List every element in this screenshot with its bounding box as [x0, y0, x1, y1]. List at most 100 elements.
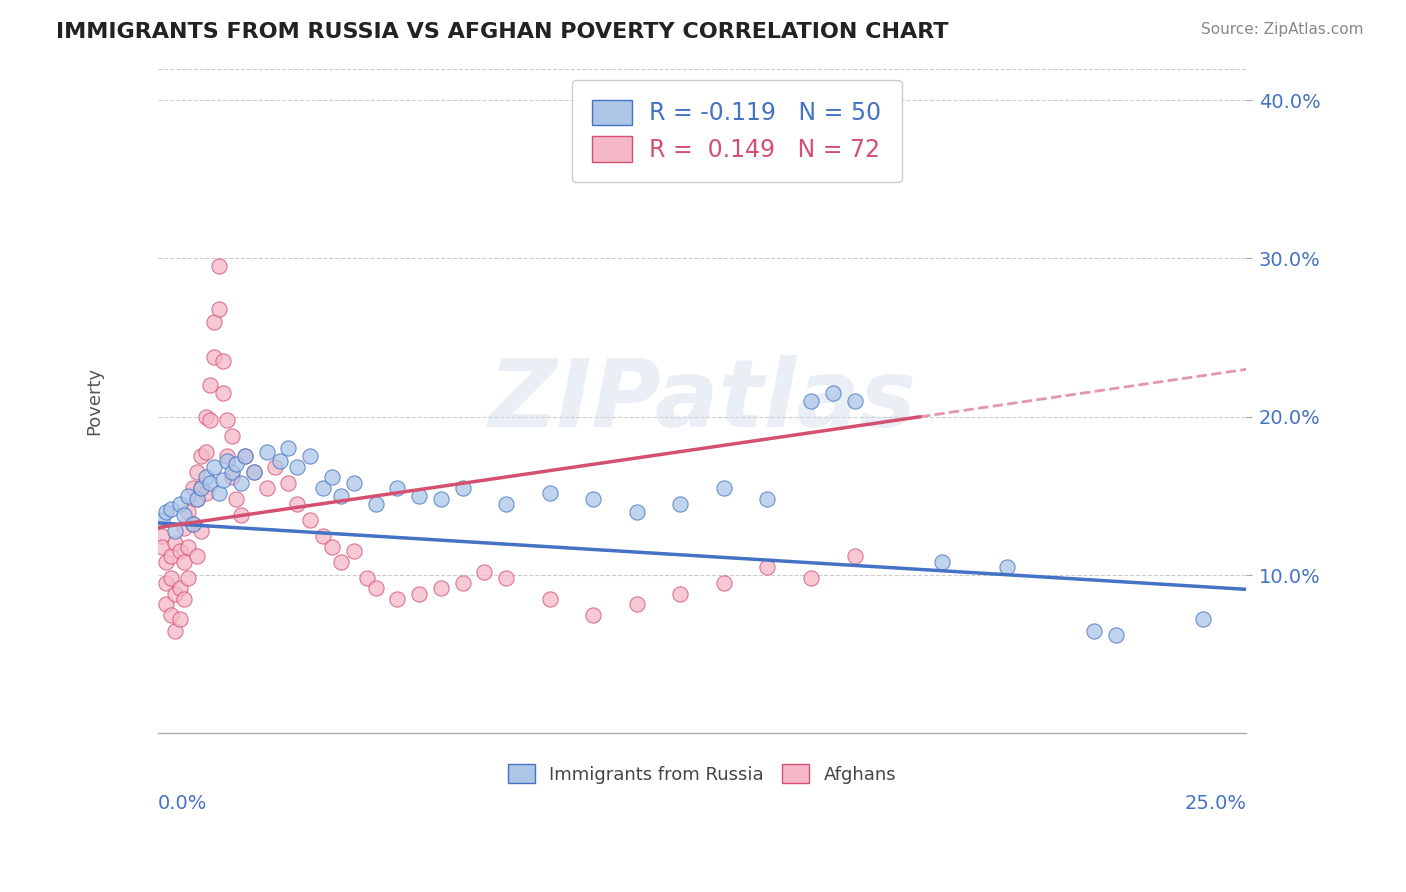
Point: [186, 549, 208, 563]
Point: [756, 560, 779, 574]
Legend: Immigrants from Russia, Afghans: Immigrants from Russia, Afghans: [501, 757, 904, 791]
Point: [177, 540, 200, 554]
Point: [190, 481, 212, 495]
Point: [995, 560, 1018, 574]
Point: [285, 460, 308, 475]
Point: [208, 260, 231, 274]
Point: [155, 505, 177, 519]
Point: [202, 315, 225, 329]
Point: [626, 597, 648, 611]
Point: [217, 454, 239, 468]
Point: [343, 544, 366, 558]
Point: [451, 576, 474, 591]
Point: [669, 497, 692, 511]
Point: [800, 571, 823, 585]
Point: [155, 597, 177, 611]
Point: [387, 481, 409, 495]
Point: [190, 450, 212, 464]
Text: Poverty: Poverty: [86, 367, 104, 435]
Point: [198, 378, 221, 392]
Point: [202, 460, 225, 475]
Point: [186, 492, 208, 507]
Point: [364, 497, 387, 511]
Point: [173, 520, 195, 534]
Point: [169, 544, 191, 558]
Point: [387, 591, 409, 606]
Point: [212, 386, 235, 401]
Point: [169, 581, 191, 595]
Point: [582, 492, 605, 507]
Point: [474, 565, 496, 579]
Point: [408, 489, 430, 503]
Point: [229, 476, 252, 491]
Point: [150, 528, 173, 542]
Point: [277, 476, 299, 491]
Text: 25.0%: 25.0%: [1184, 794, 1247, 813]
Point: [181, 517, 204, 532]
Point: [190, 481, 212, 495]
Point: [844, 549, 866, 563]
Point: [155, 556, 177, 570]
Text: ZIPatlas: ZIPatlas: [488, 355, 917, 447]
Point: [451, 481, 474, 495]
Point: [495, 571, 517, 585]
Point: [198, 413, 221, 427]
Point: [1105, 628, 1128, 642]
Point: [177, 571, 200, 585]
Point: [321, 540, 343, 554]
Point: [165, 587, 187, 601]
Point: [181, 517, 204, 532]
Point: [800, 394, 823, 409]
Point: [821, 386, 844, 401]
Point: [173, 591, 195, 606]
Point: [626, 505, 648, 519]
Point: [165, 624, 187, 638]
Point: [160, 501, 183, 516]
Point: [669, 587, 692, 601]
Point: [221, 470, 243, 484]
Point: [356, 571, 378, 585]
Point: [312, 528, 335, 542]
Point: [329, 556, 352, 570]
Point: [256, 481, 278, 495]
Point: [538, 485, 561, 500]
Point: [1192, 612, 1215, 626]
Point: [299, 513, 322, 527]
Point: [713, 576, 735, 591]
Point: [194, 444, 217, 458]
Point: [408, 587, 430, 601]
Point: [430, 581, 453, 595]
Point: [160, 549, 183, 563]
Point: [169, 497, 191, 511]
Point: [844, 394, 866, 409]
Point: [181, 481, 204, 495]
Point: [217, 413, 239, 427]
Point: [202, 350, 225, 364]
Point: [299, 450, 322, 464]
Point: [177, 489, 200, 503]
Point: [208, 302, 231, 317]
Point: [269, 454, 291, 468]
Point: [312, 481, 335, 495]
Point: [150, 540, 173, 554]
Point: [242, 465, 264, 479]
Point: [225, 492, 247, 507]
Point: [931, 556, 953, 570]
Point: [233, 450, 256, 464]
Point: [343, 476, 366, 491]
Point: [173, 556, 195, 570]
Point: [225, 458, 247, 472]
Point: [329, 489, 352, 503]
Point: [212, 354, 235, 368]
Text: Source: ZipAtlas.com: Source: ZipAtlas.com: [1201, 22, 1364, 37]
Point: [190, 524, 212, 538]
Point: [194, 409, 217, 424]
Point: [242, 465, 264, 479]
Point: [233, 450, 256, 464]
Point: [173, 508, 195, 522]
Point: [194, 470, 217, 484]
Point: [221, 465, 243, 479]
Point: [495, 497, 517, 511]
Point: [198, 476, 221, 491]
Point: [160, 571, 183, 585]
